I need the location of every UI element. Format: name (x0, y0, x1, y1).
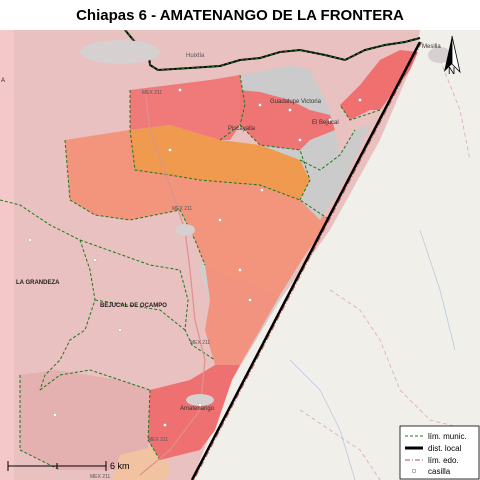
label-mesilla: Mesilla (422, 44, 441, 50)
salmon-municipality (65, 130, 330, 295)
map-title: Chiapas 6 - AMATENANGO DE LA FRONTERA (76, 7, 404, 24)
north-red-area (130, 75, 245, 140)
north-arrow: N (444, 35, 461, 77)
label-el-bejucal: El Bejucal (312, 120, 339, 126)
state-boundary (193, 41, 423, 480)
northeast-gray (300, 125, 370, 220)
southwest-municipality (20, 370, 150, 470)
label-la-grandeza: LA GRANDEZA (16, 280, 60, 286)
map-canvas: Huixtla Guadalupe Victoria Piscayalla El… (0, 30, 480, 480)
legend-item-district: dist. local (428, 444, 462, 453)
orange-municipality (130, 125, 310, 200)
west-strip (0, 30, 14, 480)
road-label-1: MEX 211 (142, 90, 162, 96)
south-orange-patch (112, 445, 170, 480)
label-huixtla-top: Huixtla (186, 53, 205, 59)
north-arrow-icon (444, 36, 452, 72)
salmon-south (205, 265, 280, 365)
legend-item-state: lím. edo. (428, 456, 459, 465)
road-label-4: MEX 211 (148, 437, 168, 443)
guadalupe-red (240, 90, 335, 150)
scale-label: 6 km (110, 461, 130, 471)
guatemala-rivers (289, 229, 456, 480)
label-amatenango: Amatenango (180, 406, 215, 412)
localities (80, 40, 452, 406)
road-label-2: MEX 211 (172, 206, 192, 212)
road-labels: MEX 211 MEX 211 MEX 211 MEX 211 MEX 211 (90, 90, 210, 480)
legend: lím. munic. dist. local lím. edo. casill… (399, 425, 480, 480)
municipal-boundaries (0, 74, 381, 471)
place-labels: Huixtla Guadalupe Victoria Piscayalla El… (1, 44, 441, 412)
legend-item-muni: lím. munic. (428, 432, 467, 441)
north-label: N (448, 66, 455, 77)
amatenango-area (148, 365, 240, 460)
guatemala-roads (299, 59, 471, 480)
label-west-a: A (1, 78, 5, 84)
scale-bar: 6 km (7, 461, 130, 471)
road-label-5: MEX 211 (90, 474, 110, 480)
casilla-markers (28, 88, 362, 427)
label-guadalupe: Guadalupe Victoria (270, 99, 322, 105)
label-bejucal-de-ocampo: BEJUCAL DE OCAMPO (100, 303, 167, 309)
casilla-icon (411, 468, 417, 474)
district-boundary-east (190, 41, 422, 480)
legend-item-casilla: casilla (428, 467, 451, 476)
northeast-red (340, 50, 418, 120)
label-piscayalla: Piscayalla (228, 126, 256, 132)
road-label-3: MEX 211 (190, 340, 210, 346)
mex-roads (139, 89, 206, 476)
